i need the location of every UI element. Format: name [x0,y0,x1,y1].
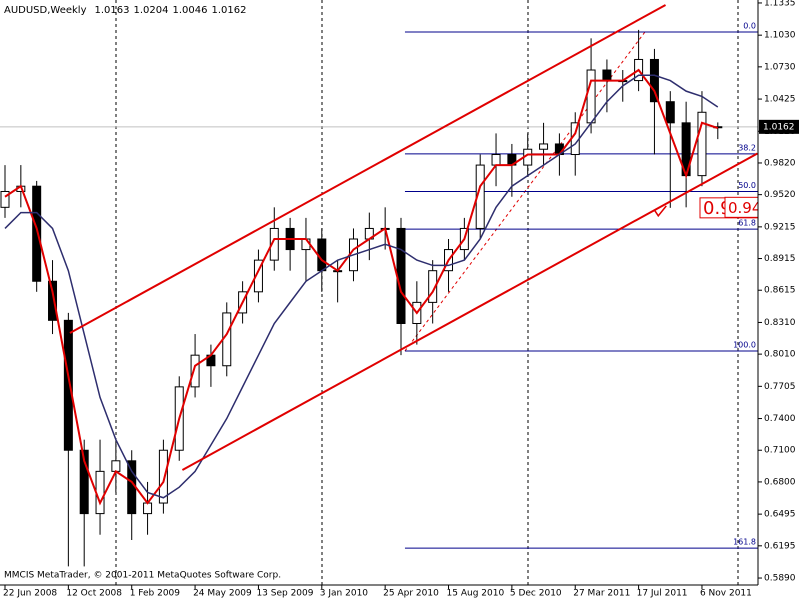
x-tick-label: 3 Jan 2010 [320,589,368,599]
fibo-label: 38.2 [738,143,756,152]
candle-body [396,227,406,324]
channel-line [69,4,667,334]
y-tick-label: 0.6495 [764,510,796,520]
x-tick-label: 6 Nov 2011 [700,589,752,599]
last-high: 1.0204 [134,5,169,16]
price-label-box [724,196,758,218]
y-tick-label: 0.8310 [764,318,796,328]
y-tick-label: 0.8615 [764,286,796,296]
candle-body [95,470,105,515]
y-tick-label: 0.5890 [764,574,796,584]
y-tick-label: 0.9820 [764,158,796,168]
last-close: 1.0162 [212,5,247,16]
candle-body [48,280,58,321]
candle-body [269,227,279,261]
y-tick-label: 0.7705 [764,382,796,392]
candle-body [253,259,263,293]
y-tick-label: 0.8915 [764,254,796,264]
y-tick-label: 1.1335 [764,0,796,8]
price-badge [759,119,799,134]
price-badge-label: 1.0162 [763,122,795,132]
candle-body [63,319,73,451]
channel-line [181,152,758,471]
x-tick-label: 25 Apr 2010 [383,589,439,599]
y-tick-label: 0.6800 [764,477,796,487]
y-tick-label: 0.9215 [764,222,796,232]
x-tick-label: 12 Oct 2008 [66,589,122,599]
x-tick-label: 27 Mar 2011 [573,589,630,599]
fibo-label: 100.0 [733,340,756,349]
candle-body [697,111,707,177]
last-low: 1.0046 [173,5,208,16]
candle-body [539,143,549,150]
x-tick-label: 17 Jul 2011 [637,589,688,599]
y-tick-label: 0.9520 [764,190,796,200]
fibo-label: 161.8 [733,538,756,547]
y-tick-label: 0.7400 [764,414,796,424]
candle-body [586,69,596,124]
x-tick-label: 22 Jun 2008 [3,589,57,599]
candle-body [32,185,42,282]
fibo-label: 0.0 [743,22,756,31]
y-tick-label: 0.7100 [764,446,796,456]
x-tick-label: 1 Feb 2009 [130,589,181,599]
candle-body [602,69,612,82]
fibo-label: 61.8 [738,219,756,228]
y-tick-label: 1.0730 [764,62,796,72]
price-label: 0.94 [728,199,761,217]
y-tick-label: 1.0425 [764,95,796,105]
candle-body [665,101,675,124]
last-open: 1.0163 [95,5,130,16]
x-tick-label: 5 Dec 2010 [510,589,562,599]
candle-body [428,270,438,303]
y-tick-label: 1.1030 [764,31,796,41]
candle-body [649,58,659,103]
symbol: AUDUSD,Weekly [4,5,87,16]
candle-body [158,449,168,504]
candle-body [0,190,10,208]
x-tick-label: 15 Aug 2010 [447,589,505,599]
header: AUDUSD,Weekly 1.0163 1.0204 1.0046 1.0162 [4,5,247,16]
x-tick-label: 13 Sep 2009 [256,589,313,599]
candle-body [491,154,501,166]
fibo-label: 50.0 [738,181,756,190]
candle-body [111,460,121,472]
y-tick-label: 0.8010 [764,350,796,360]
arrow-mark [653,205,667,218]
candle-body [190,354,200,388]
y-tick-label: 0.6195 [764,541,796,551]
copyright: MMCIS MetaTrader, © 2001-2011 MetaQuotes… [4,571,281,581]
moving-average [4,68,719,506]
moving-average [4,74,719,499]
x-tick-label: 24 May 2009 [193,589,252,599]
candle-body [79,449,89,515]
